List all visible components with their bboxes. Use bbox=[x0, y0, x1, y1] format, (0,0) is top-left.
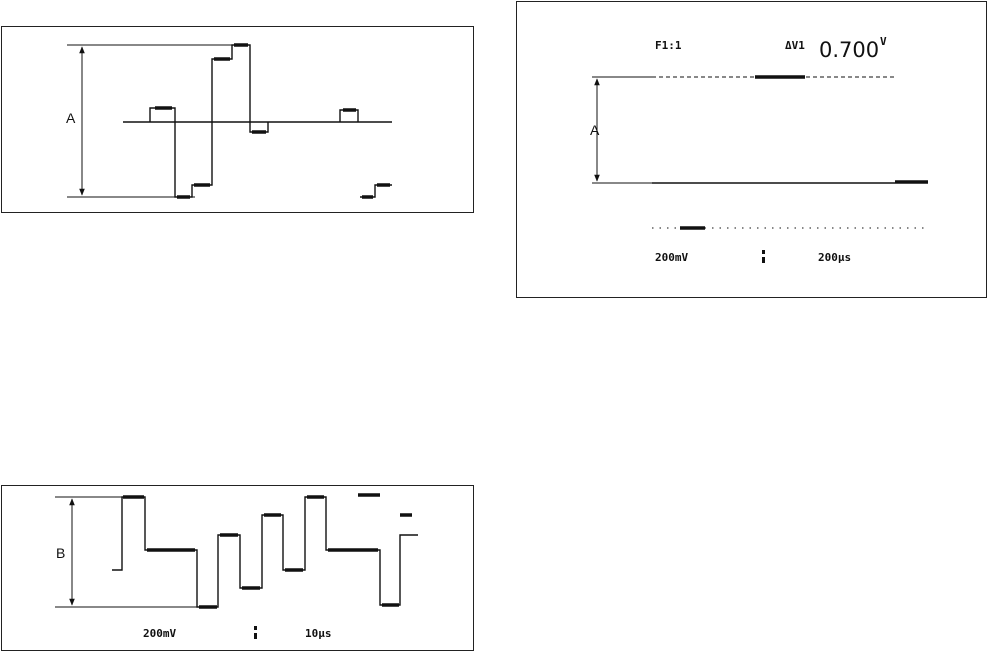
scope-panel-2: F1:1 ΔV1 0.700 V A 200mV 200µs bbox=[516, 1, 987, 298]
scope-panel-1: A bbox=[1, 26, 474, 213]
delta-text: ΔV1 bbox=[785, 39, 805, 52]
unit-text: V bbox=[880, 35, 887, 48]
reading-text: 0.700 bbox=[819, 38, 879, 62]
amplitude-label: A bbox=[66, 110, 76, 126]
coupling-icon bbox=[254, 626, 257, 639]
volts-text: 200mV bbox=[655, 251, 688, 264]
mode-text: F1:1 bbox=[655, 39, 682, 52]
panel-frame bbox=[516, 1, 987, 298]
panel-frame bbox=[1, 26, 474, 213]
waveform-plateaus bbox=[155, 43, 390, 199]
amplitude-label: A bbox=[590, 122, 600, 138]
waveform bbox=[112, 496, 418, 608]
amplitude-label: B bbox=[56, 545, 65, 561]
panel-frame bbox=[1, 485, 474, 651]
scope-panel-3: B 200mV 10µs bbox=[1, 485, 474, 651]
waveform-plateaus bbox=[123, 493, 412, 609]
time-text: 200µs bbox=[818, 251, 851, 264]
coupling-icon bbox=[762, 250, 765, 263]
time-text: 10µs bbox=[305, 627, 332, 640]
waveform bbox=[149, 44, 392, 198]
volts-text: 200mV bbox=[143, 627, 176, 640]
